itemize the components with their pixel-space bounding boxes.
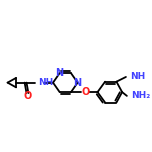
Text: NH: NH bbox=[130, 71, 145, 81]
Text: NH₂: NH₂ bbox=[131, 91, 150, 100]
Text: O: O bbox=[81, 87, 89, 97]
Text: O: O bbox=[23, 91, 32, 101]
Text: NH: NH bbox=[38, 78, 53, 87]
Text: N: N bbox=[56, 68, 64, 78]
Text: N: N bbox=[74, 78, 82, 88]
